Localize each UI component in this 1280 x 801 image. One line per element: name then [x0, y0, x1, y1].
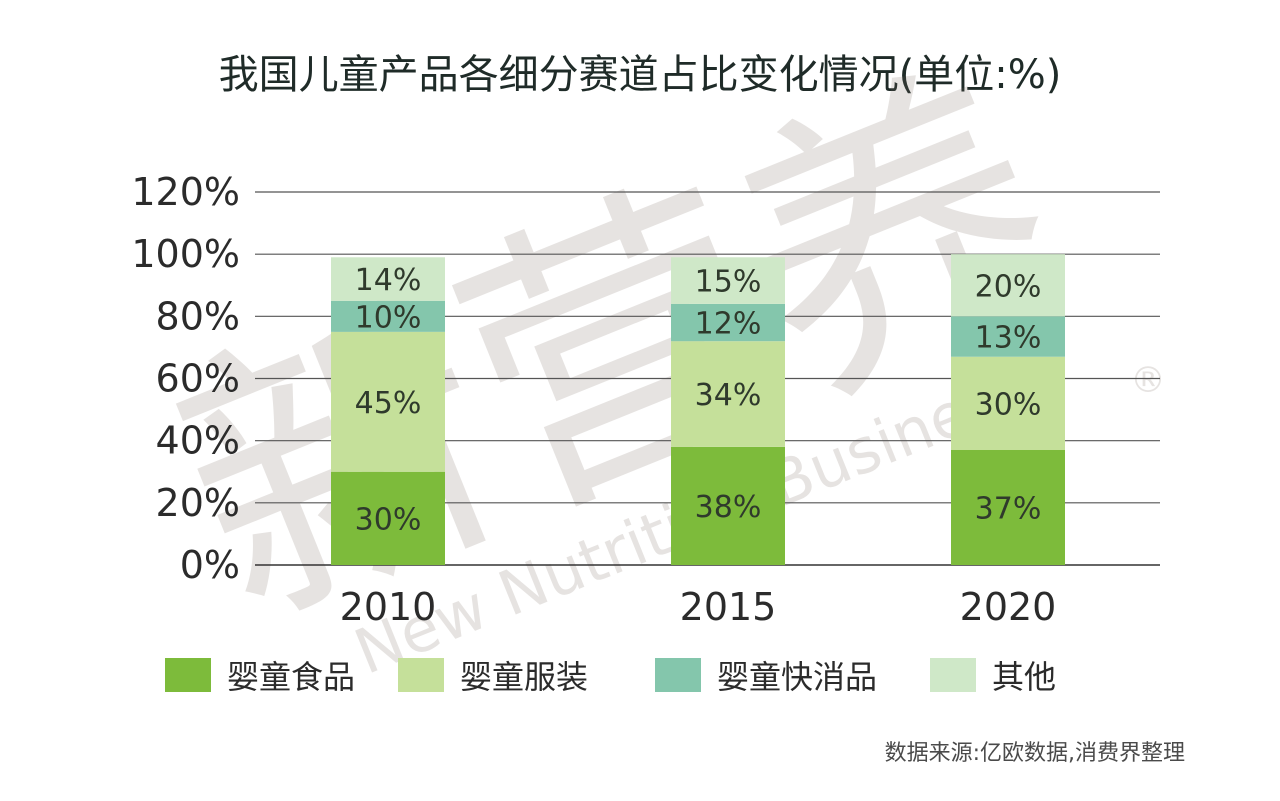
data-label: 38% [695, 490, 762, 525]
legend-swatch [655, 658, 701, 692]
bar-segment [331, 300, 445, 332]
data-label: 15% [695, 265, 762, 300]
bar-segment [671, 446, 785, 565]
legend-label: 婴童食品 [227, 658, 355, 696]
bar-segment [951, 356, 1065, 450]
y-tick-label: 100% [131, 232, 240, 276]
bar-segment [951, 449, 1065, 565]
x-axis: 2010 2015 2020 [340, 585, 1057, 629]
bar-segment [671, 257, 785, 304]
x-tick-label: 2020 [960, 585, 1057, 629]
legend: 婴童食品 婴童服装 婴童快消品 其他 [165, 658, 1056, 696]
bar-segment [671, 303, 785, 342]
data-label: 20% [975, 269, 1042, 304]
y-tick-label: 120% [131, 170, 240, 214]
data-label: 34% [695, 378, 762, 413]
bars: 30% 45% 10%14% 38% 34% 12% 15% 37% 30% 13% 20% [331, 254, 1065, 565]
y-tick-label: 40% [156, 419, 240, 463]
legend-swatch [930, 658, 976, 692]
legend-label: 婴童服装 [460, 658, 588, 696]
chart-title: 我国儿童产品各细分赛道占比变化情况(单位:%) [219, 52, 1062, 98]
bar-segment [331, 257, 445, 301]
legend-swatch [398, 658, 444, 692]
bar-segment [951, 254, 1065, 317]
data-label: 30% [355, 502, 422, 537]
bar-segment [671, 341, 785, 447]
bar-segment [331, 471, 445, 565]
data-label: 13% [975, 321, 1042, 356]
y-tick-label: 60% [156, 357, 240, 401]
data-label: 37% [975, 491, 1042, 526]
y-tick-label: 20% [156, 481, 240, 525]
bar-segment [331, 331, 445, 472]
data-label: 12% [695, 307, 762, 342]
y-tick-label: 80% [156, 294, 240, 338]
legend-label: 其他 [992, 658, 1056, 696]
legend-swatch [165, 658, 211, 692]
bar-segment [951, 316, 1065, 357]
data-label: 30% [975, 387, 1042, 422]
y-tick-label: 0% [180, 543, 240, 587]
data-label: 45% [355, 386, 422, 421]
watermark-registered-mark: ® [1130, 360, 1166, 401]
y-axis: 0% 20% 40% 60% 80% 100% 120% [131, 170, 240, 587]
x-tick-label: 2010 [340, 585, 437, 629]
x-tick-label: 2015 [680, 585, 777, 629]
data-label: 14% [355, 263, 422, 298]
legend-label: 婴童快消品 [717, 658, 877, 696]
source-note: 数据来源:亿欧数据,消费界整理 [885, 741, 1185, 766]
data-label: 10% [355, 300, 422, 335]
